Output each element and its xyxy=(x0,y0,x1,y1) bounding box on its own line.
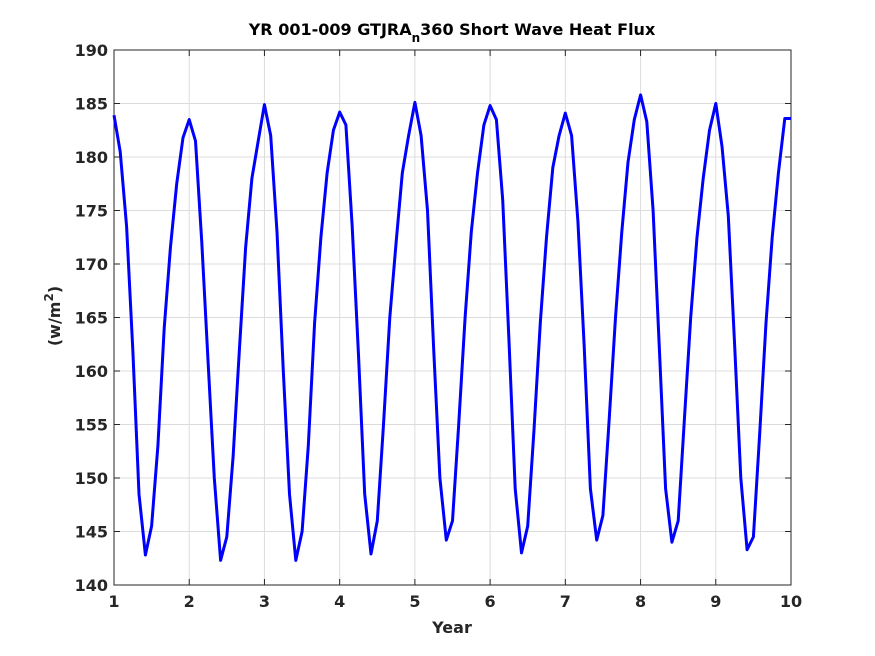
ylabel-superscript: 2 xyxy=(42,293,56,301)
x-tick-label: 4 xyxy=(334,592,345,611)
title-main: YR 001-009 GTJRA xyxy=(248,20,413,39)
series-line xyxy=(112,93,791,562)
y-tick-label: 140 xyxy=(75,576,108,595)
x-tick-label: 7 xyxy=(560,592,571,611)
x-tick-label: 9 xyxy=(710,592,721,611)
x-axis-label: Year xyxy=(431,618,472,637)
y-tick-label: 155 xyxy=(75,416,108,435)
y-tick-label: 165 xyxy=(75,309,108,328)
y-axis-label: (w/m2) xyxy=(42,286,64,346)
y-tick-label: 170 xyxy=(75,255,108,274)
y-tick-label: 185 xyxy=(75,95,108,114)
x-tick-labels: 1 2 3 4 5 6 7 8 9 10 xyxy=(108,592,802,611)
y-tick-label: 160 xyxy=(75,362,108,381)
y-tick-label: 150 xyxy=(75,469,108,488)
x-tick-label: 5 xyxy=(409,592,420,611)
y-tick-label: 145 xyxy=(75,523,108,542)
x-tick-label: 3 xyxy=(259,592,270,611)
y-tick-label: 175 xyxy=(75,202,108,221)
title-tail: 360 Short Wave Heat Flux xyxy=(420,20,656,39)
x-tick-label: 10 xyxy=(780,592,802,611)
x-tick-label: 2 xyxy=(184,592,195,611)
ylabel-main: (w/m xyxy=(45,302,64,347)
y-tick-label: 180 xyxy=(75,148,108,167)
tick-marks xyxy=(113,49,792,586)
y-tick-label: 190 xyxy=(75,41,108,60)
chart-title: YR 001-009 GTJRAn360 Short Wave Heat Flu… xyxy=(248,20,656,45)
x-tick-label: 8 xyxy=(635,592,646,611)
title-subscript: n xyxy=(412,31,421,45)
ylabel-tail: ) xyxy=(45,286,64,293)
x-tick-label: 6 xyxy=(485,592,496,611)
y-tick-labels: 140 145 150 155 160 165 170 175 180 185 190 xyxy=(75,41,108,595)
x-tick-label: 1 xyxy=(108,592,119,611)
